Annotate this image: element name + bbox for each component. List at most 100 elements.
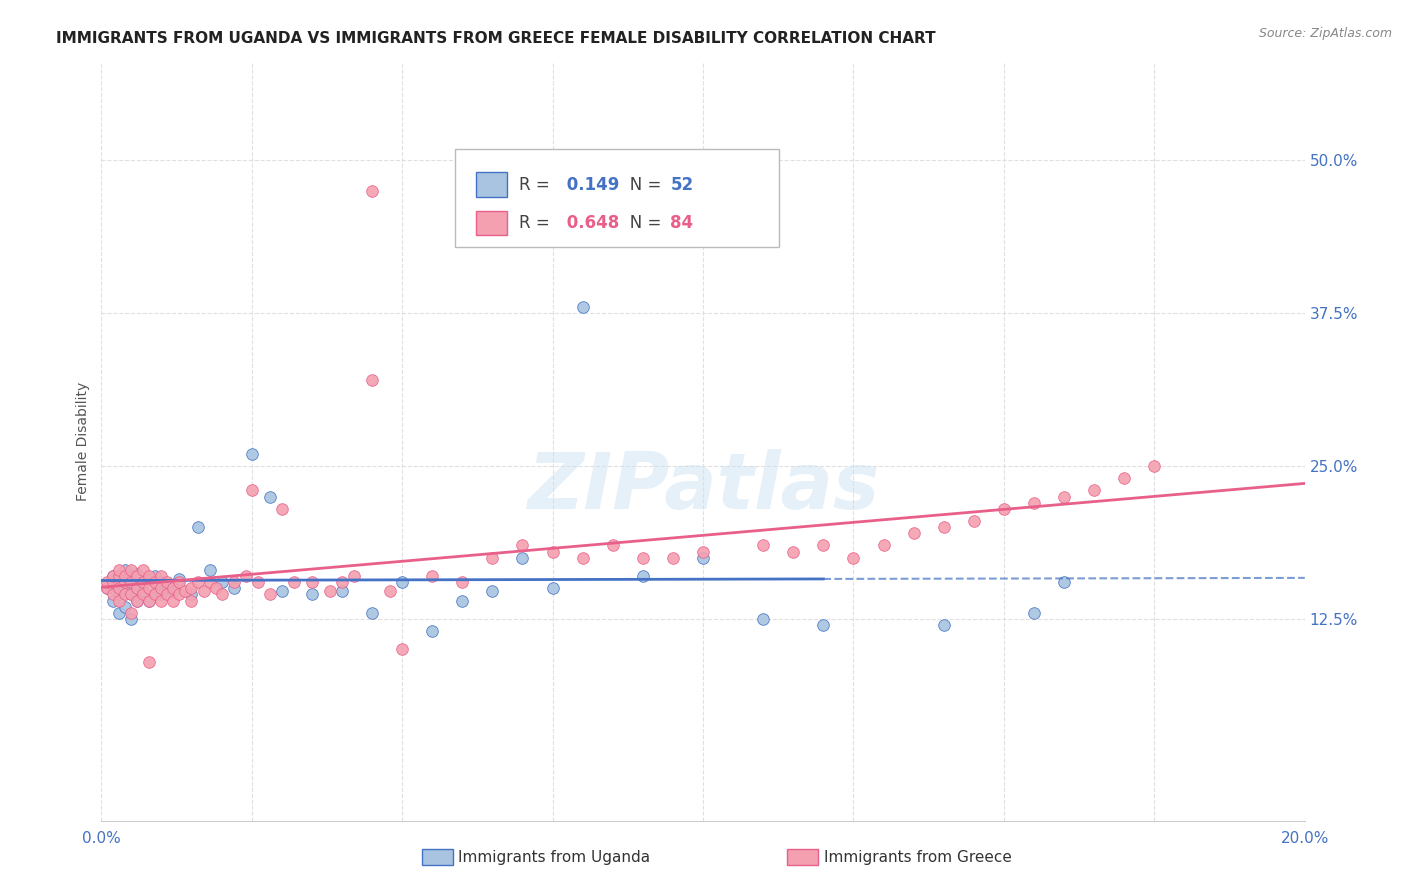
Point xyxy=(132,587,155,601)
Point xyxy=(96,575,118,590)
Point xyxy=(259,587,281,601)
Point xyxy=(204,582,226,596)
Point xyxy=(246,575,269,590)
Point xyxy=(180,593,202,607)
Point xyxy=(752,612,775,626)
Point xyxy=(692,544,714,558)
Text: 52: 52 xyxy=(671,176,693,194)
Point xyxy=(378,583,401,598)
Point xyxy=(108,587,131,601)
Point xyxy=(108,582,131,596)
Point xyxy=(283,575,305,590)
Point xyxy=(103,587,125,601)
Point xyxy=(114,569,136,583)
Point xyxy=(1083,483,1105,498)
Point xyxy=(571,550,593,565)
Point xyxy=(571,300,593,314)
Point xyxy=(169,587,191,601)
Point xyxy=(156,587,179,601)
Point xyxy=(138,593,160,607)
Point xyxy=(150,569,173,583)
Point xyxy=(541,582,564,596)
Point xyxy=(235,569,257,583)
Point xyxy=(391,642,413,657)
Point xyxy=(662,550,685,565)
Point xyxy=(993,501,1015,516)
Point xyxy=(932,520,955,534)
Point xyxy=(96,582,118,596)
Point xyxy=(138,569,160,583)
Point xyxy=(1022,496,1045,510)
Point xyxy=(391,575,413,590)
Text: 20.0%: 20.0% xyxy=(1281,831,1329,846)
Text: R =: R = xyxy=(519,176,554,194)
Point xyxy=(361,373,384,387)
Point xyxy=(108,593,131,607)
Point xyxy=(361,184,384,198)
Point xyxy=(132,583,155,598)
Point xyxy=(259,490,281,504)
Point xyxy=(180,582,202,596)
Point xyxy=(211,575,233,590)
Text: IMMIGRANTS FROM UGANDA VS IMMIGRANTS FROM GREECE FEMALE DISABILITY CORRELATION C: IMMIGRANTS FROM UGANDA VS IMMIGRANTS FRO… xyxy=(56,31,936,46)
Point xyxy=(631,569,654,583)
Point xyxy=(1053,575,1076,590)
Text: ZIPatlas: ZIPatlas xyxy=(527,449,879,525)
Point xyxy=(127,593,149,607)
Point xyxy=(103,593,125,607)
Point xyxy=(319,583,342,598)
Point xyxy=(512,539,534,553)
Point xyxy=(103,569,125,583)
Point xyxy=(420,569,443,583)
Point xyxy=(1143,458,1166,473)
Point xyxy=(813,539,835,553)
Point xyxy=(138,572,160,586)
Point xyxy=(120,606,142,620)
Point xyxy=(120,575,142,590)
Point xyxy=(270,501,292,516)
Point xyxy=(150,582,173,596)
Text: 0.0%: 0.0% xyxy=(82,831,121,846)
Point xyxy=(96,582,118,596)
Point xyxy=(138,582,160,596)
Point xyxy=(145,569,167,583)
Point xyxy=(602,539,624,553)
Point xyxy=(752,539,775,553)
Point xyxy=(114,575,136,590)
Point xyxy=(120,612,142,626)
Point xyxy=(162,583,184,598)
Point xyxy=(211,587,233,601)
Point xyxy=(114,563,136,577)
Point xyxy=(481,583,503,598)
Text: 84: 84 xyxy=(671,214,693,232)
Text: N =: N = xyxy=(614,214,666,232)
Point xyxy=(103,569,125,583)
Point xyxy=(186,520,208,534)
Point xyxy=(330,583,353,598)
Point xyxy=(301,575,323,590)
Point xyxy=(343,569,366,583)
Point xyxy=(108,575,131,590)
Point xyxy=(222,575,245,590)
Point xyxy=(512,550,534,565)
Point xyxy=(932,618,955,632)
Text: R =: R = xyxy=(519,214,554,232)
Point xyxy=(1053,490,1076,504)
Point xyxy=(138,655,160,669)
Point xyxy=(963,514,986,528)
Point xyxy=(240,483,263,498)
Y-axis label: Female Disability: Female Disability xyxy=(76,382,90,501)
Point xyxy=(114,599,136,614)
Point xyxy=(120,587,142,601)
Text: 0.648: 0.648 xyxy=(561,214,619,232)
Point xyxy=(1022,606,1045,620)
Point xyxy=(127,569,149,583)
Point xyxy=(842,550,865,565)
Point xyxy=(903,526,925,541)
Point xyxy=(108,606,131,620)
Point xyxy=(180,587,202,601)
Point xyxy=(150,587,173,601)
Point xyxy=(361,606,384,620)
Point xyxy=(198,575,221,590)
Point xyxy=(813,618,835,632)
